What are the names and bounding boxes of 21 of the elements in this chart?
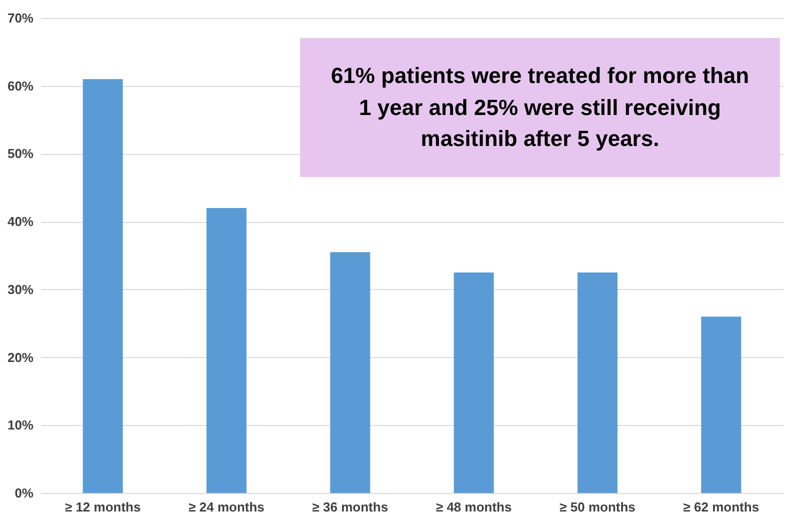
bar [330, 252, 370, 493]
y-tick-label: 10% [7, 418, 34, 433]
x-tick-label: ≥ 36 months [312, 500, 388, 514]
y-tick-label: 50% [7, 146, 34, 162]
bar [82, 79, 123, 493]
x-tick-label: ≥ 62 months [683, 500, 760, 514]
bar [578, 272, 618, 493]
y-tick-label: 0% [14, 486, 34, 500]
x-tick-label: ≥ 50 months [560, 500, 636, 514]
y-tick-label: 40% [7, 214, 34, 230]
y-tick-label: 60% [7, 78, 34, 94]
y-tick-label: 30% [7, 282, 34, 297]
x-tick-label: ≥ 24 months [188, 500, 264, 514]
bar [454, 272, 494, 493]
y-tick-label: 70% [7, 10, 34, 26]
bar [206, 208, 246, 493]
x-tick-label: ≥ 48 months [436, 500, 512, 514]
bar [701, 316, 742, 493]
x-tick-label: ≥ 12 months [64, 500, 141, 514]
y-tick-label: 20% [7, 350, 34, 365]
annotation: 61% patients were treated for more than 1 year and 25% were still receiving masitinib after 5 years. [300, 38, 780, 177]
